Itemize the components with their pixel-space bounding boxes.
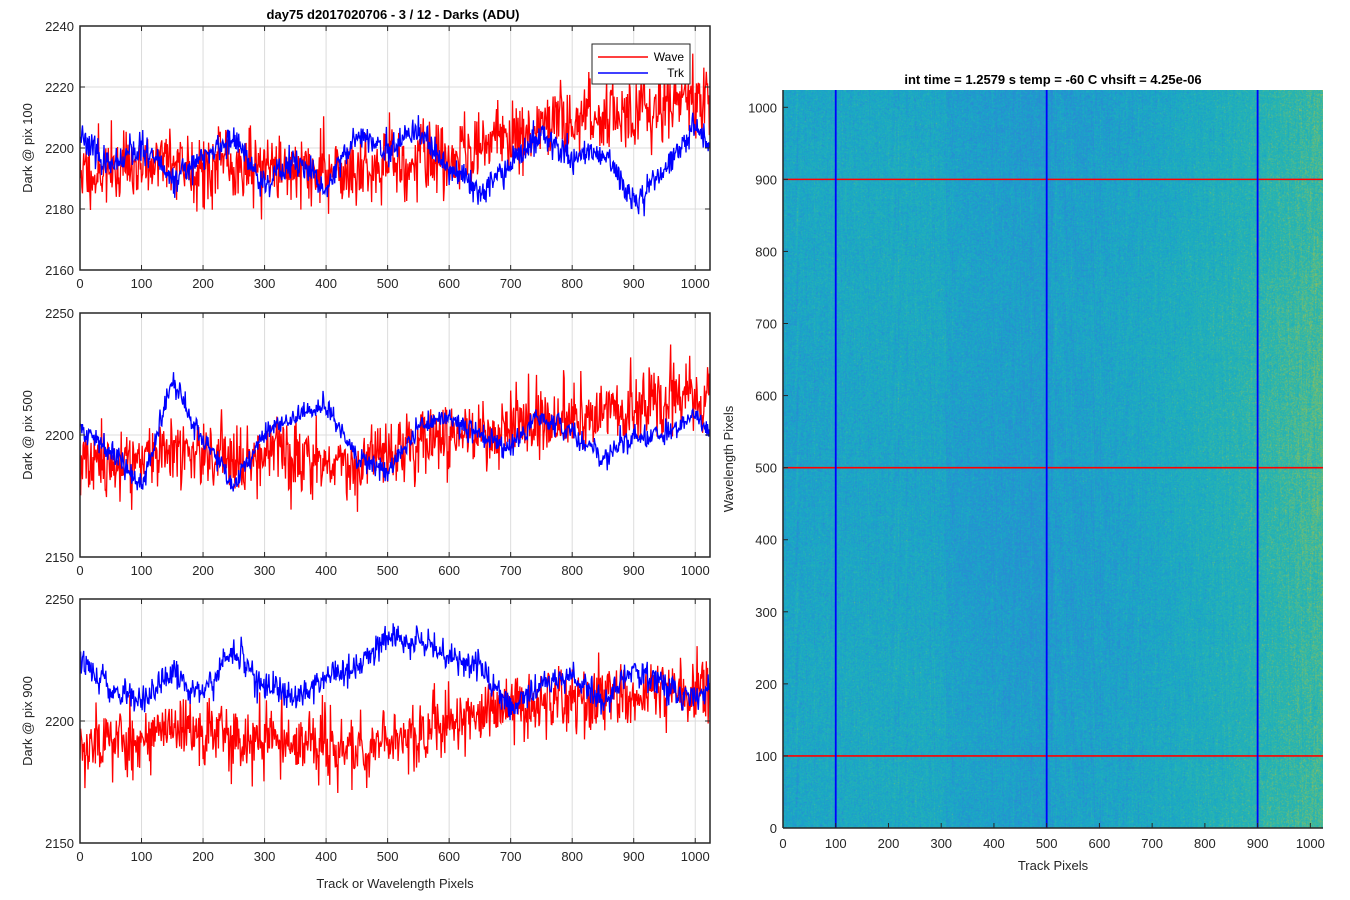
x-tick-label: 300	[930, 836, 952, 851]
y-tick-label: 2240	[45, 19, 74, 34]
y-tick-label: 2200	[45, 714, 74, 729]
x-tick-label: 400	[315, 276, 337, 291]
x-tick-label: 400	[315, 849, 337, 864]
y-axis-label: Dark @ pix 900	[20, 676, 35, 766]
x-tick-label: 700	[500, 849, 522, 864]
y-axis-label: Dark @ pix 500	[20, 390, 35, 480]
x-tick-label: 100	[131, 849, 153, 864]
plot-dark-pix-500: 0 100 200 300 400 500 600 700 800 900 1000 2150 2200…	[20, 306, 711, 578]
heatmap-image	[783, 90, 1323, 828]
x-tick-label: 400	[315, 563, 337, 578]
x-tick-label: 100	[131, 563, 153, 578]
series-line-wave	[80, 53, 710, 220]
x-tick-label: 700	[1141, 836, 1163, 851]
x-tick-label: 700	[500, 276, 522, 291]
y-tick-label: 700	[755, 317, 777, 332]
x-tick-label: 300	[254, 849, 276, 864]
x-tick-label: 800	[561, 849, 583, 864]
y-tick-label: 400	[755, 533, 777, 548]
y-tick-label: 2250	[45, 592, 74, 607]
y-tick-label: 0	[770, 821, 777, 836]
y-axis-label: Dark @ pix 100	[20, 103, 35, 193]
x-tick-label: 400	[983, 836, 1005, 851]
y-tick-label: 2200	[45, 428, 74, 443]
y-tick-label: 2250	[45, 306, 74, 321]
y-tick-label: 2200	[45, 141, 74, 156]
x-tick-label: 700	[500, 563, 522, 578]
x-tick-label: 900	[623, 849, 645, 864]
x-tick-label: 800	[1194, 836, 1216, 851]
x-tick-label: 200	[878, 836, 900, 851]
x-tick-label: 500	[377, 849, 399, 864]
x-axis-label: Track Pixels	[1018, 858, 1089, 873]
x-tick-label: 800	[561, 276, 583, 291]
x-tick-label: 900	[623, 276, 645, 291]
legend-label-trk: Trk	[667, 66, 685, 80]
y-tick-label: 1000	[748, 100, 777, 115]
heatmap-title: int time = 1.2579 s temp = -60 C vhsift …	[904, 72, 1201, 87]
y-tick-label: 2180	[45, 202, 74, 217]
y-tick-label: 800	[755, 244, 777, 259]
figure-title: day75 d2017020706 - 3 / 12 - Darks (ADU)	[267, 7, 520, 22]
legend: Wave Trk	[591, 43, 691, 85]
y-tick-label: 300	[755, 605, 777, 620]
x-tick-label: 600	[438, 849, 460, 864]
x-tick-label: 1000	[681, 849, 710, 864]
x-tick-label: 600	[438, 563, 460, 578]
x-tick-label: 0	[76, 276, 83, 291]
x-tick-label: 1000	[681, 276, 710, 291]
x-tick-label: 300	[254, 276, 276, 291]
y-axis-label: Wavelength Pixels	[721, 405, 736, 512]
y-tick-label: 900	[755, 172, 777, 187]
x-tick-label: 500	[377, 276, 399, 291]
x-tick-label: 600	[1089, 836, 1111, 851]
x-tick-label: 800	[561, 563, 583, 578]
y-tick-label: 2150	[45, 550, 74, 565]
x-tick-label: 600	[438, 276, 460, 291]
y-tick-label: 2220	[45, 80, 74, 95]
legend-label-wave: Wave	[654, 50, 685, 64]
x-tick-label: 200	[192, 276, 214, 291]
series-line-wave	[80, 646, 710, 794]
plot-dark-pix-100: 0 100 200 300 400 500 600 700 800 900 1000 2160 2180…	[20, 19, 711, 291]
x-tick-label: 900	[623, 563, 645, 578]
y-tick-label: 2150	[45, 836, 74, 851]
series-line-trk	[80, 623, 710, 721]
x-tick-label: 500	[377, 563, 399, 578]
y-tick-label: 100	[755, 749, 777, 764]
legend-box	[591, 43, 691, 85]
x-axis-label: Track or Wavelength Pixels	[316, 876, 474, 891]
x-tick-label: 100	[825, 836, 847, 851]
series-line-trk	[80, 372, 710, 492]
y-tick-label: 600	[755, 389, 777, 404]
x-tick-label: 300	[254, 563, 276, 578]
x-tick-label: 200	[192, 563, 214, 578]
y-tick-label: 2160	[45, 263, 74, 278]
y-tick-label: 200	[755, 677, 777, 692]
y-tick-label: 500	[755, 461, 777, 476]
plot-dark-pix-900: 0 100 200 300 400 500 600 700 800 900 1000 2150 2200…	[20, 592, 711, 891]
x-tick-label: 0	[779, 836, 786, 851]
x-tick-label: 1000	[1296, 836, 1325, 851]
x-tick-label: 1000	[681, 563, 710, 578]
x-tick-label: 100	[131, 276, 153, 291]
x-tick-label: 900	[1247, 836, 1269, 851]
x-tick-label: 0	[76, 563, 83, 578]
x-tick-label: 500	[1036, 836, 1058, 851]
x-tick-label: 0	[76, 849, 83, 864]
series-line-trk	[80, 112, 710, 217]
x-tick-label: 200	[192, 849, 214, 864]
heatmap-dark-frame: int time = 1.2579 s temp = -60 C vhsift …	[721, 72, 1325, 873]
